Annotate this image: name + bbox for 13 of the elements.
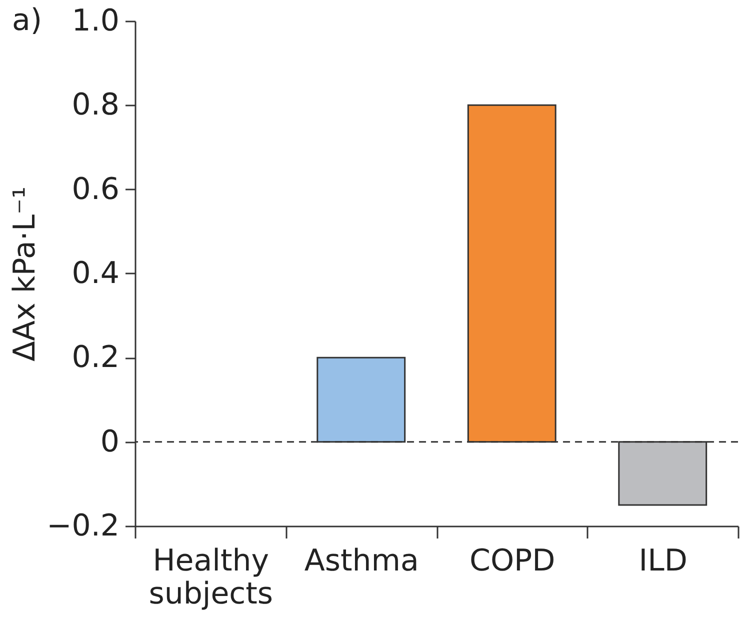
- x-tick-label: COPD: [469, 544, 556, 578]
- y-tick-label: 1.0: [72, 4, 120, 38]
- text: a): [12, 3, 42, 38]
- y-tick-label: 0.2: [72, 340, 120, 376]
- x-tick-label: Asthma: [304, 544, 419, 578]
- x-tick-label: Healthy subjects: [148, 544, 274, 612]
- x-tick-label: ILD: [638, 544, 688, 578]
- y-tick-label: 0.4: [72, 256, 120, 291]
- y-axis-title: ΔAx kPa·L⁻¹: [8, 186, 43, 362]
- y-tick-label: 0.6: [72, 172, 120, 207]
- y-tick-label: 0.8: [72, 88, 120, 123]
- y-tick-label: 0: [100, 424, 120, 460]
- y-tick-label: −0.2: [46, 508, 120, 544]
